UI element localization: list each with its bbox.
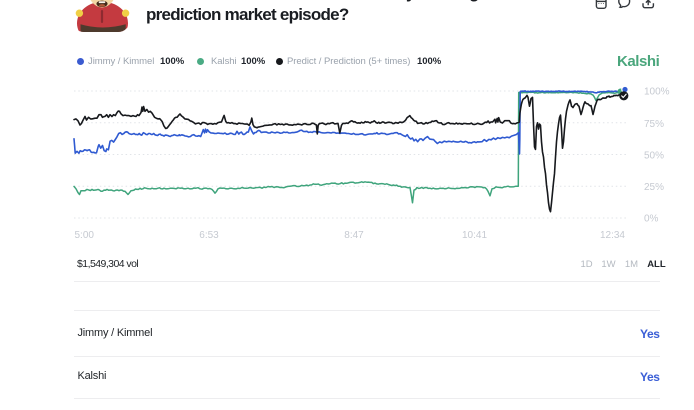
svg-text:12:34: 12:34	[600, 230, 625, 241]
svg-text:50%: 50%	[644, 151, 664, 162]
svg-text:0%: 0%	[644, 214, 659, 225]
svg-text:75%: 75%	[644, 119, 664, 130]
svg-text:25%: 25%	[644, 182, 664, 193]
svg-text:100%: 100%	[644, 87, 670, 98]
svg-text:6:53: 6:53	[199, 230, 219, 241]
svg-text:8:47: 8:47	[344, 230, 364, 241]
svg-text:10:41: 10:41	[462, 230, 487, 241]
svg-text:5:00: 5:00	[75, 230, 95, 241]
